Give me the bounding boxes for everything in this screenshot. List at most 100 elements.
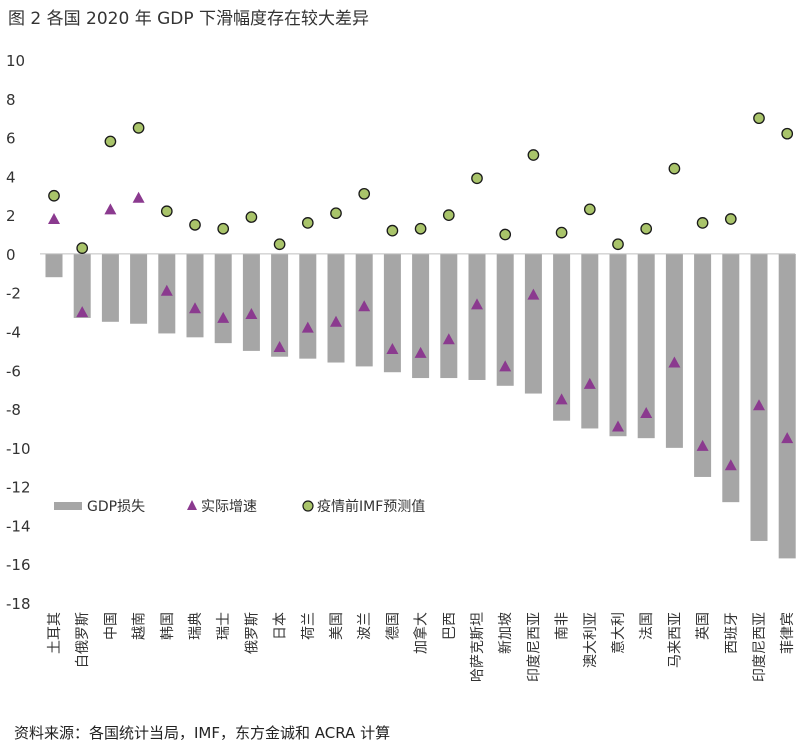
circle-point [245, 211, 258, 223]
category-label: 印度尼西亚 [526, 612, 542, 682]
bar [468, 253, 486, 380]
bar [45, 253, 63, 278]
category-label: 波兰 [357, 612, 373, 640]
category-label: 德国 [385, 612, 401, 640]
category-label: 法国 [639, 612, 655, 640]
y-tick-label: 2 [6, 207, 16, 225]
triangle-markers [48, 191, 794, 471]
triangle-point [386, 342, 399, 354]
bar [665, 253, 683, 448]
triangle-point [330, 315, 342, 327]
bar [186, 253, 204, 338]
triangle-point [132, 191, 145, 203]
bar [553, 253, 571, 421]
bar [214, 253, 232, 344]
triangle-point [583, 377, 596, 389]
circle-point [753, 112, 765, 125]
triangle-point [358, 300, 371, 312]
category-label: 荷兰 [301, 612, 317, 640]
bar [271, 253, 289, 357]
legend-swatch-triangle [187, 500, 197, 510]
bar [750, 253, 768, 541]
circle-markers [48, 112, 794, 254]
circle-point [668, 162, 681, 175]
category-label: 巴西 [442, 612, 458, 640]
y-tick-label: -16 [6, 556, 31, 574]
category-label: 印度尼西亚 [752, 612, 768, 682]
y-tick-label: 6 [6, 130, 16, 148]
y-tick-label: -10 [6, 440, 31, 458]
circle-point [555, 226, 568, 239]
bar [299, 253, 317, 359]
circle-point [189, 218, 201, 231]
circle-point [781, 127, 794, 140]
category-label: 越南 [132, 612, 148, 640]
chart: 10 8 6 4 2 0 -2 -4 -6 -8 -10 -12 -14 -16 -18 土耳其 白俄罗斯 中国… [6, 52, 796, 682]
circle-point [696, 217, 709, 229]
bar [637, 253, 655, 439]
bar [327, 253, 345, 363]
circle-point [640, 222, 653, 235]
y-tick-label: 4 [6, 168, 16, 186]
category-label: 韩国 [160, 612, 176, 640]
bar [524, 253, 542, 394]
bar [130, 253, 148, 324]
circle-point [386, 224, 399, 237]
triangle-point [301, 321, 314, 333]
bar [440, 253, 458, 379]
bar [242, 253, 260, 351]
circle-point [132, 122, 145, 134]
legend-label-circle: 疫情前IMF预测值 [317, 498, 425, 515]
category-label: 哈萨克斯坦 [470, 612, 486, 682]
legend-label-bar: GDP损失 [87, 499, 145, 515]
circle-point [160, 205, 173, 218]
category-label: 菲律宾 [780, 612, 796, 654]
category-labels: 土耳其 白俄罗斯 中国 越南 韩国 瑞典 瑞士 俄罗斯 日本 荷兰 美国 波兰 德国 加拿大 巴西 哈萨克斯坦… [47, 612, 796, 682]
triangle-point [471, 298, 483, 310]
category-label: 瑞典 [188, 612, 204, 640]
triangle-point [48, 213, 60, 225]
circle-point [527, 149, 540, 161]
triangle-point [273, 341, 286, 353]
y-axis-ticks: 10 8 6 4 2 0 -2 -4 -6 -8 -10 -12 -14 -16 -18 [6, 52, 31, 613]
y-tick-label: -14 [6, 517, 31, 535]
triangle-point [612, 420, 624, 432]
chart-title: 图 2 各国 2020 年 GDP 下滑幅度存在较大差异 [8, 9, 370, 29]
circle-point [414, 222, 427, 235]
legend: GDP损失 实际增速 疫情前IMF预测值 [54, 498, 425, 515]
triangle-point [499, 360, 512, 372]
circle-point [358, 187, 371, 200]
legend-swatch-bar [54, 502, 82, 510]
triangle-point [781, 432, 794, 444]
category-label: 英国 [695, 612, 712, 640]
triangle-point [76, 306, 89, 318]
y-tick-label: -12 [6, 479, 31, 497]
triangle-point [414, 346, 427, 358]
bar [496, 253, 514, 386]
circle-point [48, 189, 60, 202]
legend-label-triangle: 实际增速 [201, 499, 257, 515]
triangle-point [724, 459, 737, 471]
category-label: 美国 [329, 612, 345, 640]
category-label: 西班牙 [724, 612, 740, 654]
category-label: 瑞士 [216, 612, 232, 640]
circle-point [330, 207, 342, 220]
category-label: 日本 [273, 612, 289, 640]
bar [581, 253, 599, 429]
y-tick-label: -8 [6, 401, 21, 419]
category-label: 马来西亚 [667, 612, 683, 668]
triangle-point [245, 308, 258, 320]
category-label: 意大利 [610, 612, 627, 654]
bar [778, 253, 796, 559]
y-tick-label: 0 [6, 246, 16, 264]
circle-point [612, 238, 624, 251]
circle-point [724, 213, 737, 225]
triangle-point [189, 302, 201, 314]
category-label: 白俄罗斯 [75, 612, 91, 668]
triangle-point [640, 406, 653, 418]
triangle-point [217, 311, 230, 323]
circle-point [76, 242, 89, 254]
bar [383, 253, 401, 373]
triangle-point [527, 288, 540, 300]
y-tick-label: -2 [6, 285, 21, 303]
